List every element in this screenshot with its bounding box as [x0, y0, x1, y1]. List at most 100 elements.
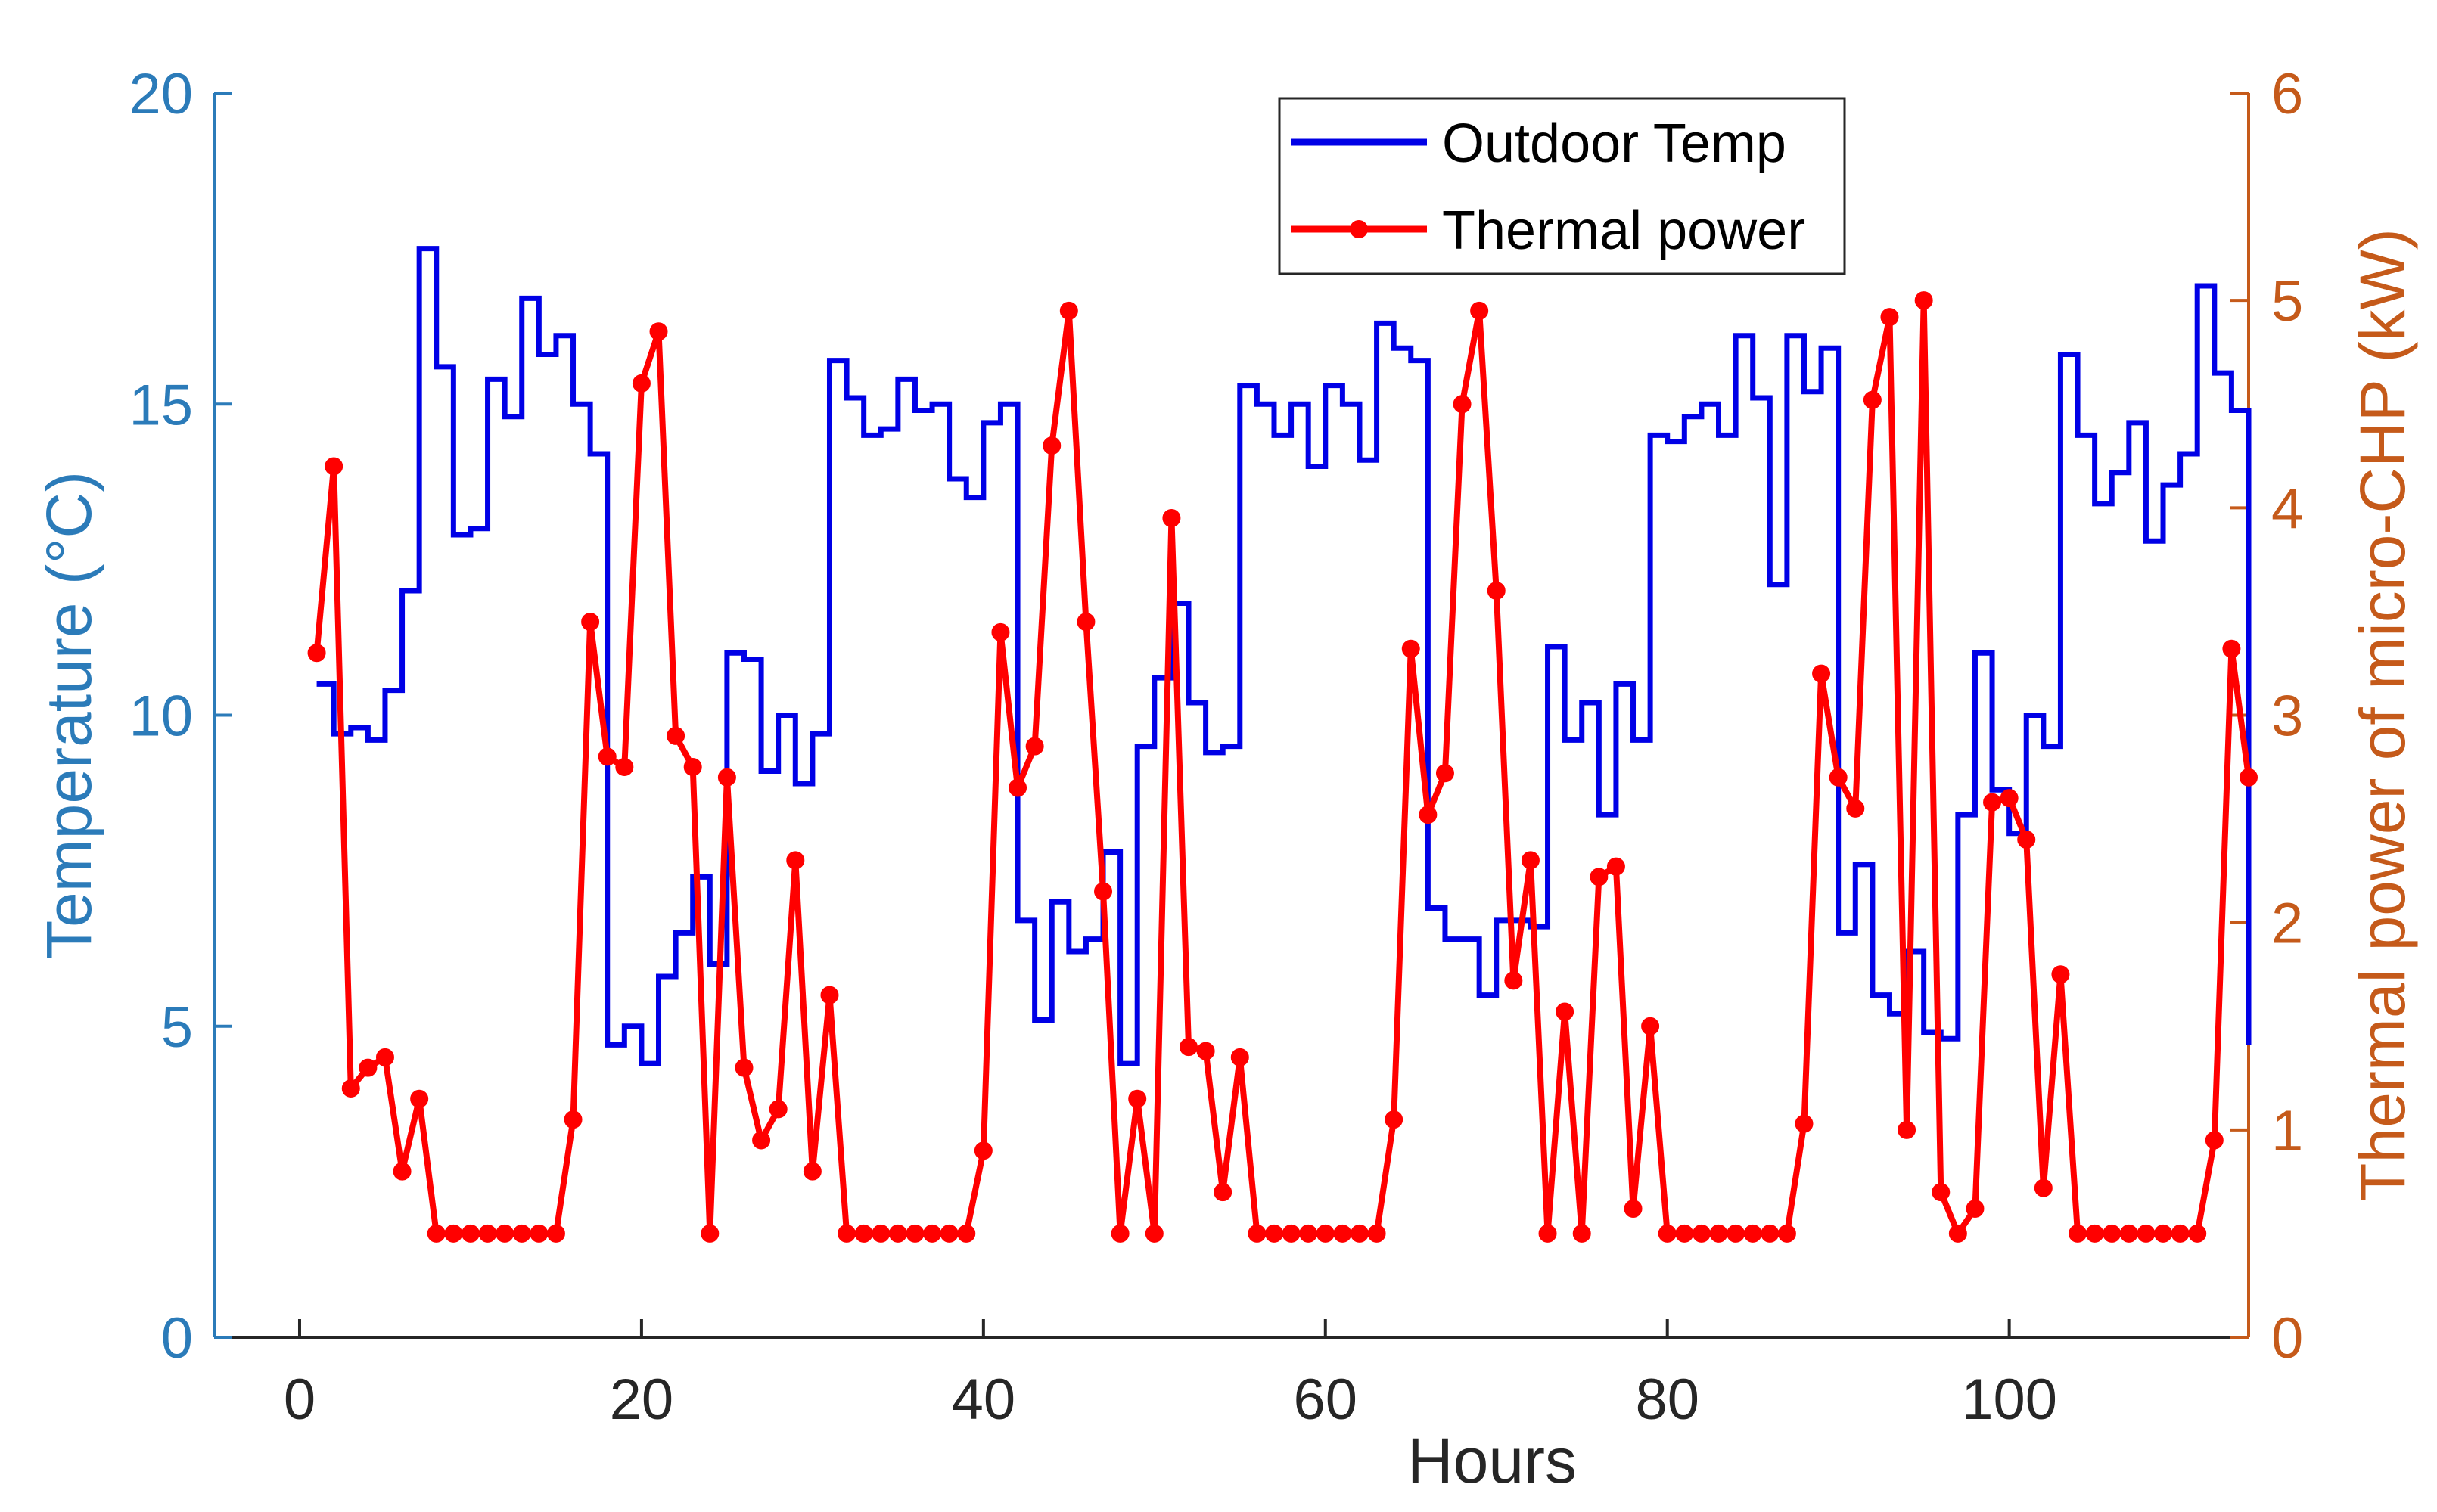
- x-tick-label: 20: [610, 1368, 674, 1432]
- thermal-power-point: [1180, 1038, 1198, 1057]
- right-y-tick-label: 1: [2271, 1099, 2303, 1163]
- right-y-tick-label: 2: [2271, 892, 2303, 956]
- thermal-power-point: [735, 1058, 754, 1077]
- thermal-power-point: [1572, 1224, 1591, 1243]
- series-thermal-power: [307, 291, 2258, 1243]
- thermal-power-point: [1948, 1224, 1967, 1243]
- thermal-power-point: [1470, 301, 1489, 320]
- thermal-power-point: [2222, 639, 2241, 658]
- legend-marker-thermal-power: [1350, 220, 1368, 238]
- left-y-axis-label: Temperature (°C): [33, 471, 104, 959]
- thermal-power-point: [1727, 1224, 1745, 1243]
- thermal-power-point: [1709, 1224, 1728, 1243]
- thermal-power-point: [359, 1058, 378, 1077]
- thermal-power-point: [1043, 436, 1062, 455]
- legend-box: [1278, 97, 1846, 275]
- thermal-power-point: [906, 1224, 925, 1243]
- thermal-power-point: [1624, 1200, 1643, 1219]
- thermal-power-point: [667, 726, 685, 745]
- thermal-power-point: [1641, 1017, 1660, 1035]
- thermal-power-point: [923, 1224, 942, 1243]
- thermal-power-point: [1898, 1120, 1916, 1139]
- thermal-power-point: [2000, 789, 2019, 808]
- left-y-tick-label: 0: [161, 1306, 193, 1371]
- thermal-power-point: [803, 1162, 822, 1181]
- thermal-power-point: [1248, 1224, 1267, 1243]
- thermal-power-point: [1777, 1224, 1796, 1243]
- left-y-tick-label: 5: [161, 995, 193, 1060]
- thermal-power-point: [940, 1224, 959, 1243]
- thermal-power-point: [717, 768, 736, 787]
- thermal-power-point: [1487, 582, 1506, 600]
- left-y-tick-label: 15: [129, 373, 193, 437]
- thermal-power-point: [1282, 1224, 1301, 1243]
- thermal-power-point: [1983, 793, 2002, 812]
- thermal-power-point: [974, 1141, 993, 1160]
- thermal-power-point: [991, 622, 1010, 641]
- thermal-power-point: [1111, 1224, 1130, 1243]
- thermal-power-point: [478, 1224, 497, 1243]
- thermal-power-point: [1829, 768, 1848, 787]
- thermal-power-point: [2171, 1224, 2190, 1243]
- thermal-power-point: [957, 1224, 976, 1243]
- thermal-power-point: [512, 1224, 531, 1243]
- thermal-power-point: [427, 1224, 446, 1243]
- thermal-power-point: [1761, 1224, 1780, 1243]
- thermal-power-point: [632, 374, 651, 393]
- thermal-power-point: [1692, 1224, 1711, 1243]
- thermal-power-point: [1077, 613, 1096, 632]
- x-ticks: 0 20 40 60 80 100: [284, 1319, 2057, 1432]
- legend: Outdoor Temp Thermal power: [1278, 97, 1846, 275]
- thermal-power-point: [1316, 1224, 1335, 1243]
- thermal-power-point: [341, 1079, 360, 1098]
- thermal-power-point: [1264, 1224, 1283, 1243]
- x-axis-label: Hours: [1407, 1425, 1577, 1496]
- thermal-power-point: [872, 1224, 891, 1243]
- thermal-power-point: [820, 986, 839, 1004]
- thermal-power-point: [1145, 1224, 1164, 1243]
- thermal-power-point: [461, 1224, 480, 1243]
- thermal-power-point: [1932, 1183, 1951, 1202]
- thermal-power-point: [1419, 806, 1438, 824]
- thermal-power-point: [393, 1162, 412, 1181]
- thermal-power-point: [1606, 857, 1625, 876]
- thermal-power-point: [1743, 1224, 1762, 1243]
- thermal-power-point: [1590, 868, 1609, 886]
- x-tick-label: 100: [1961, 1368, 2057, 1432]
- thermal-power-point: [1453, 395, 1472, 414]
- thermal-power-point: [581, 613, 600, 632]
- legend-label-outdoor-temp: Outdoor Temp: [1442, 113, 1786, 174]
- thermal-power-point: [2188, 1224, 2207, 1243]
- legend-label-thermal-power: Thermal power: [1442, 200, 1805, 261]
- thermal-power-point: [683, 758, 702, 777]
- thermal-power-point: [2034, 1178, 2053, 1197]
- right-y-tick-label: 3: [2271, 685, 2303, 749]
- thermal-power-point: [2051, 965, 2070, 984]
- right-y-tick-label: 5: [2271, 269, 2303, 334]
- thermal-power-point: [307, 644, 326, 663]
- thermal-power-point: [1846, 799, 1865, 818]
- thermal-power-point: [1880, 308, 1899, 327]
- thermal-power-point: [1214, 1183, 1232, 1202]
- x-tick-label: 40: [952, 1368, 1016, 1432]
- thermal-power-point: [1812, 664, 1831, 683]
- thermal-power-point: [1230, 1048, 1249, 1066]
- x-tick-label: 60: [1294, 1368, 1358, 1432]
- thermal-power-point: [1196, 1042, 1215, 1060]
- thermal-power-point: [1350, 1224, 1369, 1243]
- thermal-power-point: [564, 1110, 583, 1129]
- thermal-power-point: [1521, 851, 1540, 870]
- x-tick-label: 0: [284, 1368, 316, 1432]
- right-y-ticks: 0 1 2 3 4 5 6: [2230, 62, 2303, 1371]
- thermal-power-point: [1435, 764, 1454, 783]
- thermal-power-point: [410, 1089, 429, 1108]
- thermal-power-point: [1556, 1002, 1574, 1021]
- thermal-power-point: [530, 1224, 549, 1243]
- thermal-power-point: [1162, 509, 1181, 528]
- right-y-tick-label: 0: [2271, 1306, 2303, 1371]
- thermal-power-point: [1128, 1089, 1147, 1108]
- left-y-ticks: 0 5 10 15 20: [129, 62, 232, 1371]
- thermal-power-point: [786, 851, 805, 870]
- thermal-power-point: [752, 1131, 771, 1150]
- right-y-tick-label: 6: [2271, 62, 2303, 126]
